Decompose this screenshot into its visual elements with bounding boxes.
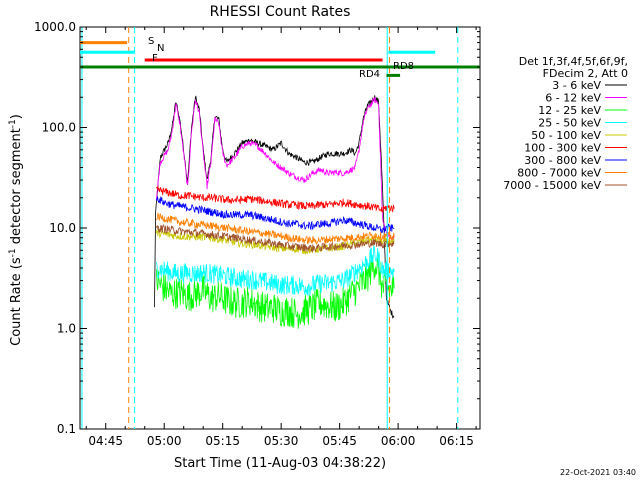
plot-content bbox=[80, 27, 480, 429]
x-tick-label: 05:30 bbox=[264, 434, 299, 448]
y-axis: 0.1 1.0 10.0 100.0 1000.0 bbox=[34, 20, 480, 436]
legend-entry-label: 50 - 100 keV bbox=[531, 129, 601, 142]
series-line-5 bbox=[156, 228, 395, 255]
y-tick-label: 100.0 bbox=[42, 121, 76, 135]
x-axis: 04:45 05:00 05:15 05:30 05:45 06:00 06:15 bbox=[85, 27, 477, 448]
legend: Det 1f,3f,4f,5f,6f,9f,FDecim 2, Att 03 -… bbox=[503, 55, 628, 192]
flag-label-s: S bbox=[148, 36, 154, 47]
legend-header-line: FDecim 2, Att 0 bbox=[543, 67, 628, 80]
legend-entry-label: 6 - 12 keV bbox=[545, 92, 601, 105]
y-tick-label: 10.0 bbox=[49, 221, 76, 235]
legend-entry-label: 3 - 6 keV bbox=[552, 79, 601, 92]
y-axis-label-part3: ) bbox=[9, 114, 24, 119]
flag-label-rd4: RD4 bbox=[359, 69, 380, 80]
flag-label-n: N bbox=[157, 43, 164, 54]
legend-entry-label: 25 - 50 keV bbox=[538, 117, 601, 130]
x-tick-label: 06:15 bbox=[439, 434, 474, 448]
x-tick-label: 04:45 bbox=[88, 434, 123, 448]
series-line-2 bbox=[156, 96, 395, 241]
x-tick-label: 05:00 bbox=[147, 434, 182, 448]
chart-title: RHESSI Count Rates bbox=[210, 4, 351, 20]
y-tick-label: 1000.0 bbox=[34, 20, 76, 34]
legend-header-line: Det 1f,3f,4f,5f,6f,9f, bbox=[519, 55, 628, 68]
legend-entry-label: 7000 - 15000 keV bbox=[503, 179, 601, 192]
flag-label-f: F bbox=[152, 53, 158, 64]
legend-entry-label: 300 - 800 keV bbox=[524, 154, 601, 167]
legend-entry-label: 12 - 25 keV bbox=[538, 104, 601, 117]
plot-frame bbox=[79, 26, 481, 430]
y-tick-label: 0.1 bbox=[57, 422, 76, 436]
x-tick-label: 05:45 bbox=[322, 434, 357, 448]
series-line-4 bbox=[156, 245, 395, 296]
y-axis-label: Count Rate (s-1 detector segment-1) bbox=[8, 114, 24, 346]
y-axis-label-sup2: -1 bbox=[8, 119, 18, 128]
series-line-7 bbox=[156, 196, 395, 234]
y-tick-label: 1.0 bbox=[57, 322, 76, 336]
legend-entry-label: 100 - 300 keV bbox=[524, 142, 601, 155]
y-axis-label-sup1: -1 bbox=[8, 248, 18, 257]
x-axis-label: Start Time (11-Aug-03 04:38:22) bbox=[174, 456, 386, 471]
series-line-8 bbox=[156, 212, 395, 246]
series-line-6 bbox=[156, 186, 395, 213]
timestamp: 22-Oct-2021 03:40 bbox=[560, 468, 636, 477]
x-tick-label: 05:15 bbox=[205, 434, 240, 448]
series-line-3 bbox=[156, 254, 395, 329]
series-line-9 bbox=[156, 223, 395, 253]
x-tick-label: 06:00 bbox=[381, 434, 416, 448]
y-axis-label-part2: detector segment bbox=[9, 128, 24, 248]
y-axis-label-part1: Count Rate (s bbox=[9, 257, 24, 346]
legend-entry-label: 800 - 7000 keV bbox=[517, 167, 601, 180]
plot-area: SNF RD8 RD4 bbox=[79, 26, 481, 430]
flag-label-rd8: RD8 bbox=[393, 61, 414, 72]
